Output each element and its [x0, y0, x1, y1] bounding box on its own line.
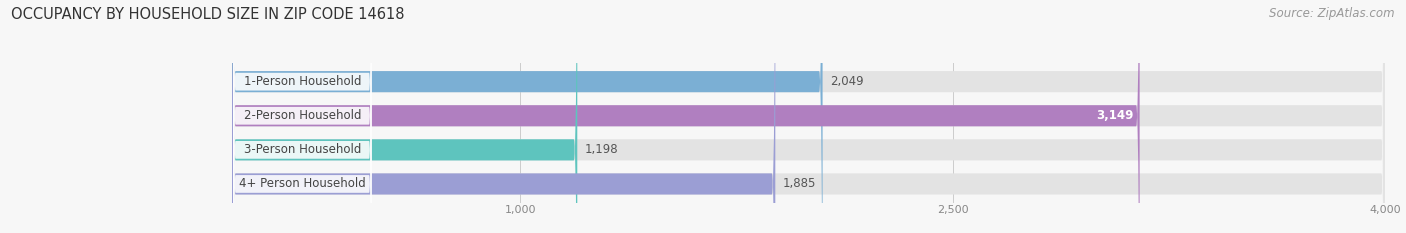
Text: 2,049: 2,049	[830, 75, 863, 88]
FancyBboxPatch shape	[233, 0, 371, 233]
Text: 2-Person Household: 2-Person Household	[243, 109, 361, 122]
Text: 3,149: 3,149	[1097, 109, 1133, 122]
FancyBboxPatch shape	[232, 0, 578, 233]
Text: 1,198: 1,198	[585, 143, 619, 156]
Text: OCCUPANCY BY HOUSEHOLD SIZE IN ZIP CODE 14618: OCCUPANCY BY HOUSEHOLD SIZE IN ZIP CODE …	[11, 7, 405, 22]
FancyBboxPatch shape	[232, 0, 823, 233]
FancyBboxPatch shape	[232, 0, 775, 233]
Text: 3-Person Household: 3-Person Household	[243, 143, 361, 156]
Text: Source: ZipAtlas.com: Source: ZipAtlas.com	[1270, 7, 1395, 20]
FancyBboxPatch shape	[233, 0, 371, 233]
FancyBboxPatch shape	[232, 0, 1385, 233]
FancyBboxPatch shape	[232, 0, 1385, 233]
Text: 1,885: 1,885	[783, 178, 815, 190]
FancyBboxPatch shape	[232, 0, 1140, 233]
FancyBboxPatch shape	[232, 0, 1385, 233]
FancyBboxPatch shape	[232, 0, 1385, 233]
FancyBboxPatch shape	[233, 0, 371, 233]
Text: 1-Person Household: 1-Person Household	[243, 75, 361, 88]
FancyBboxPatch shape	[233, 0, 371, 233]
Text: 4+ Person Household: 4+ Person Household	[239, 178, 366, 190]
